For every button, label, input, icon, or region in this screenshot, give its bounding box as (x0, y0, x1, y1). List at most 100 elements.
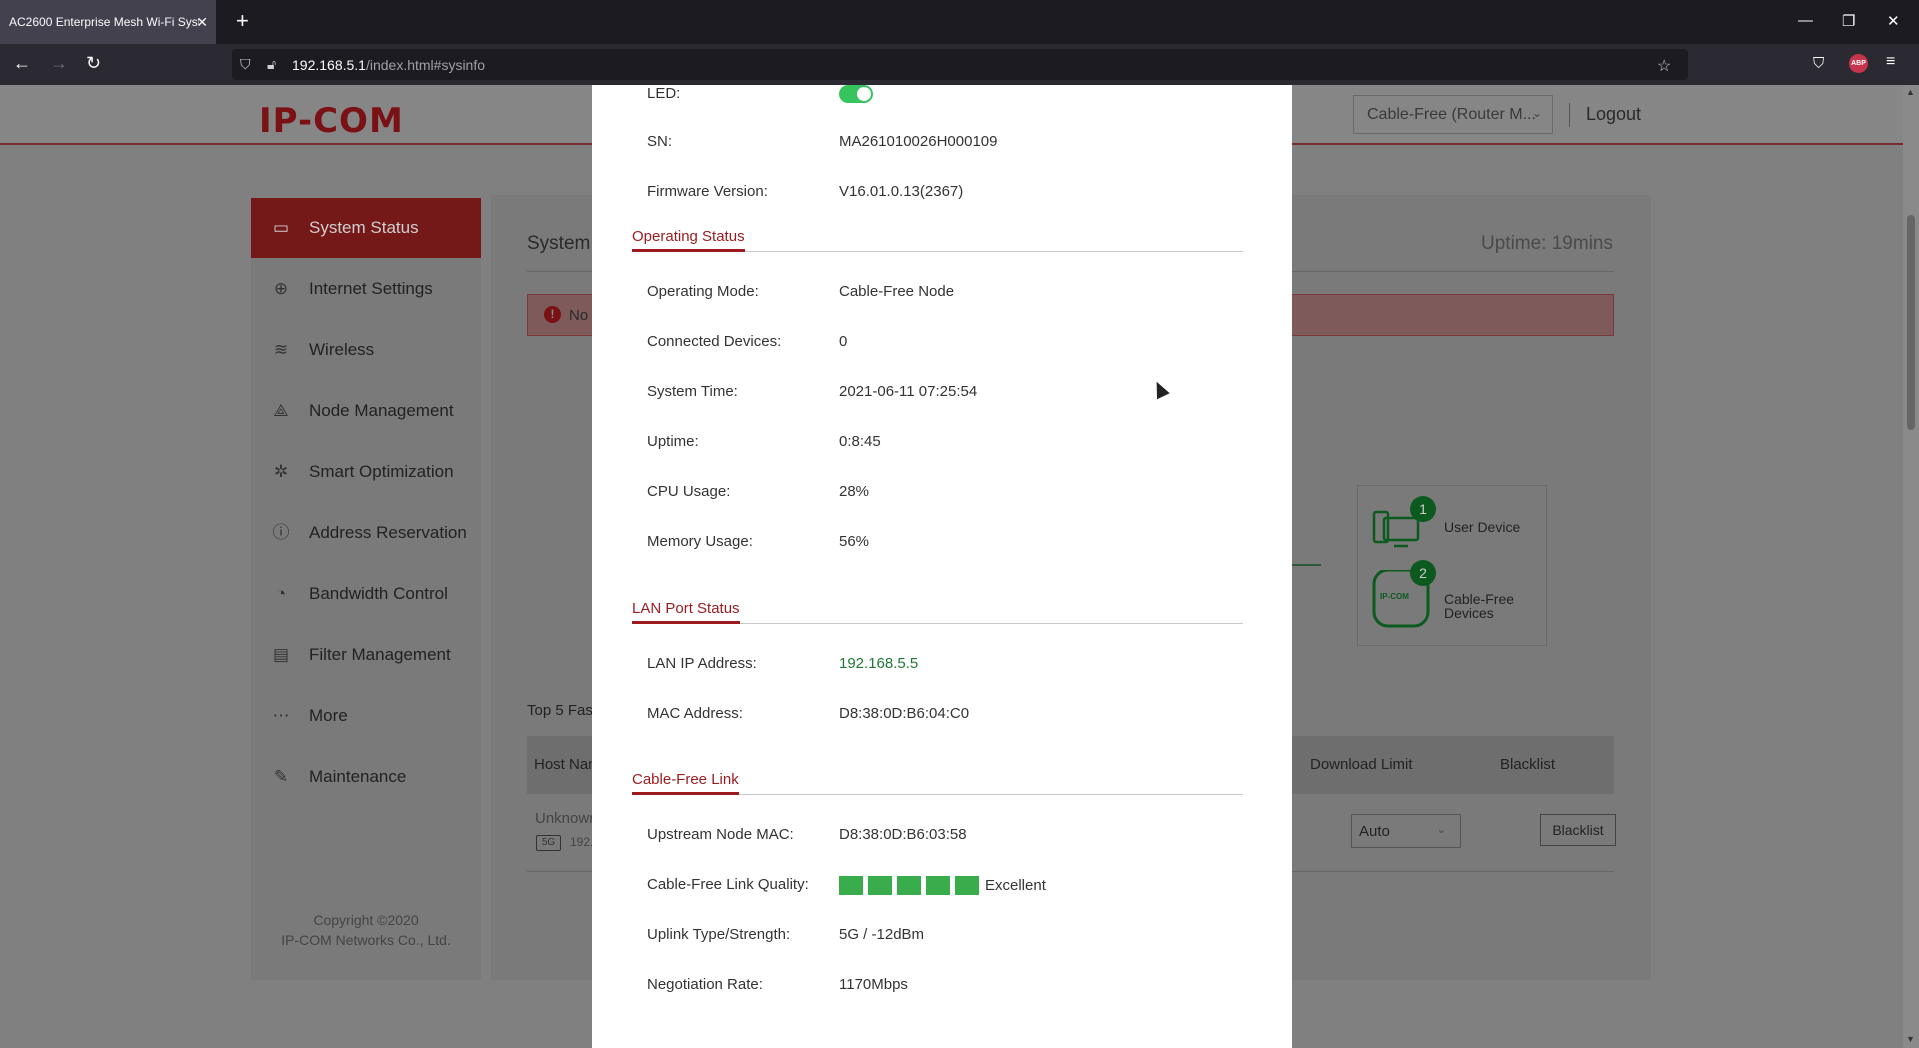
system-time-label: System Time: (647, 383, 738, 400)
ip-icon: ⓘ (272, 523, 290, 542)
info-row: System Time: 2021-06-11 07:25:54 (647, 383, 1247, 403)
lan-ip-value[interactable]: 192.168.5.5 (839, 655, 919, 672)
close-tab-icon[interactable]: ✕ (196, 14, 208, 30)
system-info-modal: LED: SN: MA261010026H000109 Firmware Ver… (592, 85, 1292, 1048)
link-quality-meter: Excellent (839, 876, 1046, 895)
sidebar-item-wireless[interactable]: ≋ Wireless (251, 320, 481, 380)
gauge-icon: ◔ (275, 584, 287, 603)
logout-link[interactable]: Logout (1586, 104, 1642, 124)
scroll-up-icon[interactable]: ▲ (1906, 87, 1915, 97)
browser-tab-bar: AC2600 Enterprise Mesh Wi-Fi System ✕ + … (0, 0, 1919, 44)
browser-tab[interactable]: AC2600 Enterprise Mesh Wi-Fi System ✕ (0, 0, 216, 44)
warning-text: No (569, 307, 589, 324)
info-row: Memory Usage: 56% (647, 533, 1247, 553)
negotiation-rate-value: 1170Mbps (839, 976, 908, 993)
connected-devices-label: Connected Devices: (647, 333, 782, 350)
col-download-limit: Download Limit (1310, 756, 1413, 773)
col-blacklist: Blacklist (1500, 756, 1556, 773)
uptime-row-value: 0:8:45 (839, 433, 881, 450)
url-host: 192.168.5.1 (292, 56, 366, 73)
cable-free-label-2: Devices (1444, 605, 1494, 621)
info-row: SN: MA261010026H000109 (647, 133, 1247, 153)
restore-icon[interactable]: ❐ (1842, 13, 1856, 30)
sidebar-item-node-management[interactable]: ⟁ Node Management (251, 381, 481, 441)
operating-mode-label: Operating Mode: (647, 283, 759, 300)
sidebar-item-maintenance[interactable]: ✎ Maintenance (251, 747, 481, 807)
user-device-count: 1 (1410, 496, 1436, 522)
quality-bar (839, 876, 863, 895)
led-toggle[interactable] (839, 85, 873, 103)
cpu-usage-label: CPU Usage: (647, 483, 731, 500)
pocket-icon[interactable]: ⛉ (1813, 55, 1825, 72)
info-row: Upstream Node MAC: D8:38:0D:B6:03:58 (647, 826, 1247, 846)
sidebar-item-filter-management[interactable]: ▤ Filter Management (251, 625, 481, 685)
sidebar-item-system-status[interactable]: ▭ System Status (251, 198, 481, 258)
minimize-icon[interactable]: — (1798, 12, 1813, 29)
info-row: Operating Mode: Cable-Free Node (647, 283, 1247, 303)
quality-bar (868, 876, 892, 895)
topology-panel: 1 User Device IP-COM 2 Cable-Free Device… (1357, 485, 1547, 646)
blacklist-button[interactable]: Blacklist (1540, 814, 1616, 846)
sidebar-item-label: Maintenance (309, 767, 407, 786)
upstream-mac-label: Upstream Node MAC: (647, 826, 794, 843)
atom-icon: ✲ (273, 462, 289, 481)
sn-label: SN: (647, 133, 673, 150)
mode-select[interactable]: Cable-Free (Router M... ⌄ (1353, 95, 1553, 134)
col-host: Host Nam (534, 756, 601, 773)
monitor-icon: ▭ (272, 218, 290, 237)
uptime-row-label: Uptime: (647, 433, 699, 450)
section-title: Cable-Free Link (632, 771, 739, 795)
new-tab-icon[interactable]: + (236, 8, 249, 33)
copyright: Copyright ©2020 IP-COM Networks Co., Ltd… (251, 910, 481, 950)
forward-icon[interactable]: → (50, 53, 68, 73)
uptime-label: Uptime: 19mins (1481, 233, 1613, 254)
wrench-icon: ✎ (273, 767, 289, 786)
adblock-icon[interactable]: ABP (1849, 54, 1868, 73)
sidebar-item-internet-settings[interactable]: ⊕ Internet Settings (251, 259, 481, 319)
url-bar[interactable]: ⛉ 🔓︎ 192.168.5.1/index.html#sysinfo ☆ (232, 49, 1688, 80)
page-scrollbar[interactable]: ▲ ▼ (1903, 85, 1919, 1048)
sidebar-item-address-reservation[interactable]: ⓘ Address Reservation (251, 503, 481, 563)
copyright-line-1: Copyright ©2020 (313, 912, 419, 928)
sidebar-item-label: Filter Management (309, 645, 451, 664)
info-row: MAC Address: D8:38:0D:B6:04:C0 (647, 705, 1247, 725)
section-title: LAN Port Status (632, 600, 740, 624)
download-limit-value: Auto (1359, 823, 1390, 840)
scroll-down-icon[interactable]: ▼ (1906, 1034, 1915, 1044)
reload-icon[interactable]: ↻ (86, 53, 102, 73)
connected-devices-value: 0 (839, 333, 848, 350)
sidebar-item-label: Bandwidth Control (309, 584, 448, 603)
operating-mode-value: Cable-Free Node (839, 283, 955, 300)
tab-title: AC2600 Enterprise Mesh Wi-Fi System (9, 15, 199, 29)
sidebar-item-bandwidth-control[interactable]: ◔ Bandwidth Control (251, 564, 481, 624)
sidebar-item-label: System Status (309, 218, 419, 237)
close-window-icon[interactable]: ✕ (1887, 13, 1900, 30)
bookmark-star-icon[interactable]: ☆ (1657, 58, 1672, 75)
browser-nav-bar: ← → ↻ ⛉ 🔓︎ 192.168.5.1/index.html#sysinf… (0, 44, 1919, 85)
shield-icon[interactable]: ⛉ (240, 56, 251, 72)
info-row: Firmware Version: V16.01.0.13(2367) (647, 183, 1247, 203)
cable-free-device-icon[interactable]: IP-COM 2 (1372, 560, 1436, 628)
sidebar-item-smart-optimization[interactable]: ✲ Smart Optimization (251, 442, 481, 502)
host-ip: 192. (570, 835, 594, 849)
system-time-value: 2021-06-11 07:25:54 (839, 383, 978, 400)
cable-free-count: 2 (1410, 560, 1436, 586)
download-limit-select[interactable]: Auto ⌄ (1351, 814, 1461, 848)
info-row: Negotiation Rate: 1170Mbps (647, 976, 1247, 996)
back-icon[interactable]: ← (13, 53, 31, 73)
lock-icon[interactable]: 🔓︎ (267, 56, 277, 72)
chevron-down-icon: ⌄ (1436, 824, 1446, 836)
topology-link-line (1291, 564, 1321, 566)
sidebar-item-more[interactable]: ⋯ More (251, 686, 481, 746)
user-device-icon[interactable]: 1 (1372, 496, 1436, 558)
memory-usage-value: 56% (839, 533, 870, 550)
more-icon: ⋯ (272, 706, 290, 725)
mac-address-value: D8:38:0D:B6:04:C0 (839, 705, 970, 722)
scrollbar-thumb[interactable] (1907, 215, 1915, 430)
copyright-line-2: IP-COM Networks Co., Ltd. (281, 932, 451, 948)
menu-icon[interactable]: ≡ (1886, 53, 1896, 70)
sidebar-item-label: More (309, 706, 348, 725)
band-badge: 5G (536, 835, 561, 851)
nodes-icon: ⟁ (273, 401, 289, 420)
quality-bar (926, 876, 950, 895)
